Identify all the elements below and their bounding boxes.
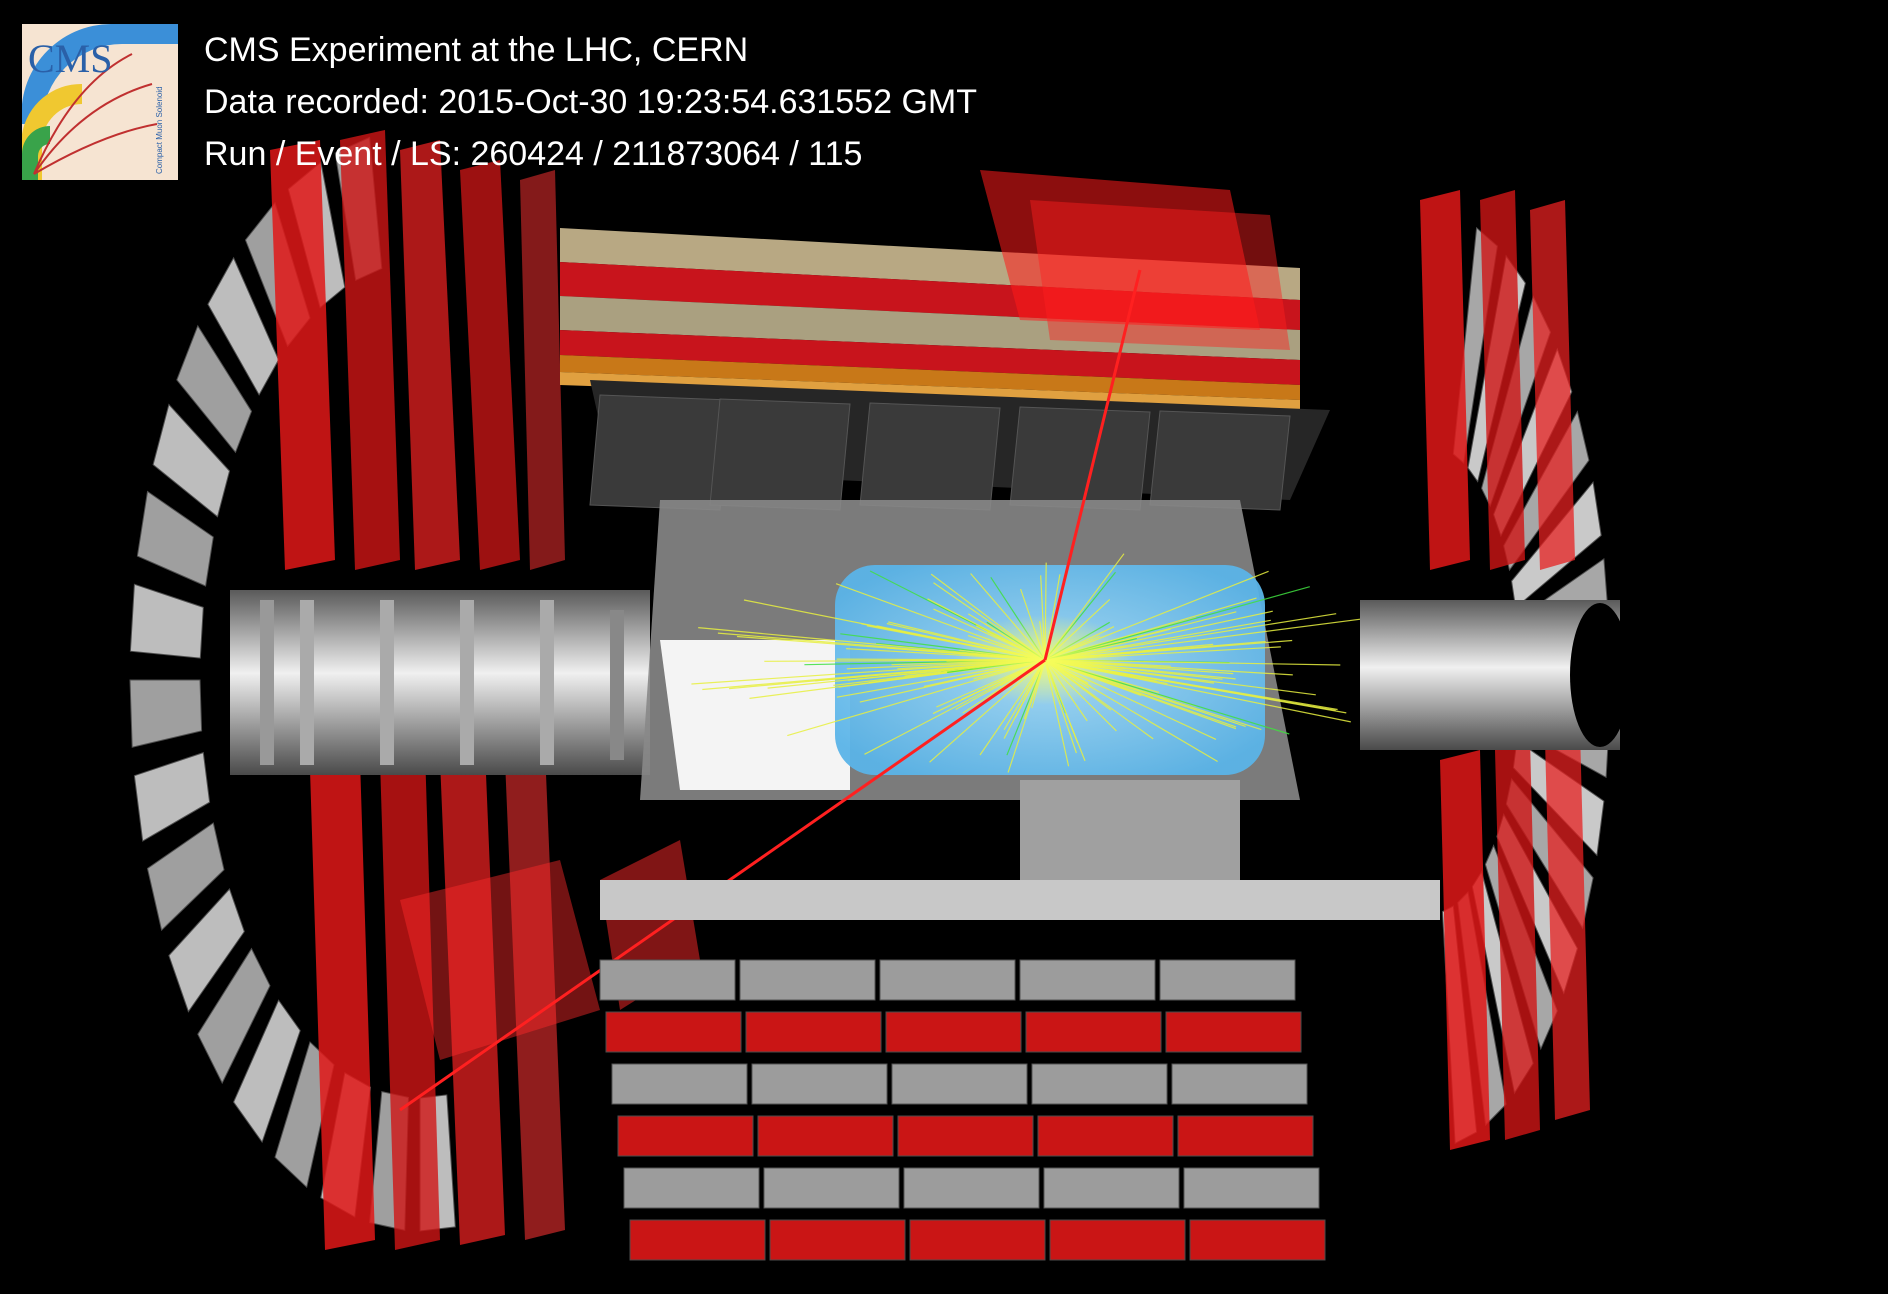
- yoke-layer: [1171, 1063, 1308, 1105]
- top-calorimeter-panels: [589, 394, 1291, 511]
- yoke-fin: [207, 256, 280, 396]
- yoke-fin: [133, 751, 211, 842]
- muon-layer: [757, 1115, 894, 1157]
- barrel-top: [560, 170, 1330, 511]
- yoke-layer: [891, 1063, 1028, 1105]
- yoke-fin: [152, 403, 231, 518]
- muon-layer: [1025, 1011, 1162, 1053]
- muon-layer: [1049, 1219, 1186, 1261]
- muon-layer: [1177, 1115, 1314, 1157]
- yoke-layer: [1159, 959, 1296, 1001]
- data-recorded-timestamp: Data recorded: 2015-Oct-30 19:23:54.6315…: [204, 83, 978, 121]
- right-endcap: [1360, 190, 1630, 1150]
- left-beam-pipe: [230, 590, 650, 775]
- experiment-title: CMS Experiment at the LHC, CERN: [204, 31, 749, 69]
- calorimeter-panel: [1149, 410, 1291, 511]
- muon-layer: [1165, 1011, 1302, 1053]
- yoke-fin: [129, 583, 204, 659]
- barrel-bottom: [599, 880, 1440, 1261]
- yoke-layer: [1031, 1063, 1168, 1105]
- muon-layer: [617, 1115, 754, 1157]
- yoke-layer: [623, 1167, 760, 1209]
- yoke-fin: [197, 947, 271, 1085]
- yoke-fin: [176, 324, 253, 454]
- muon-layer: [897, 1115, 1034, 1157]
- muon-layer: [629, 1219, 766, 1261]
- yoke-fin: [129, 679, 203, 748]
- yoke-fin: [136, 490, 214, 587]
- muon-track-upper: [1043, 269, 1142, 661]
- logo-text: CMS: [28, 36, 113, 81]
- yoke-layer: [903, 1167, 1040, 1209]
- calorimeter-panel: [859, 402, 1001, 511]
- barrel-bottom-muon-layers: [599, 959, 1326, 1261]
- yoke-layer: [879, 959, 1016, 1001]
- cms-logo: CMS Compact Muon Solenoid: [22, 24, 178, 180]
- yoke-layer: [611, 1063, 748, 1105]
- yoke-layer: [1043, 1167, 1180, 1209]
- muon-layer: [1037, 1115, 1174, 1157]
- muon-layer: [885, 1011, 1022, 1053]
- run-event-ls: Run / Event / LS: 260424 / 211873064 / 1…: [204, 135, 863, 173]
- yoke-fin: [233, 999, 301, 1144]
- yoke-fin: [146, 822, 225, 932]
- muon-layer: [909, 1219, 1046, 1261]
- muon-layer: [745, 1011, 882, 1053]
- right-beam-pipe: [1360, 600, 1630, 750]
- muon-layer: [605, 1011, 742, 1053]
- yoke-fin: [168, 888, 245, 1013]
- calorimeter-panel: [1009, 406, 1151, 511]
- yoke-layer: [1183, 1167, 1320, 1209]
- left-endcap: [129, 130, 700, 1250]
- top-muon-hits: [980, 170, 1260, 330]
- muon-layer: [1189, 1219, 1326, 1261]
- calorimeter-panel: [589, 394, 731, 511]
- yoke-layer: [751, 1063, 888, 1105]
- yoke-layer: [763, 1167, 900, 1209]
- calorimeter-panel: [709, 398, 851, 511]
- yoke-layer: [739, 959, 876, 1001]
- left-endcap-muon-chambers: [270, 130, 700, 1250]
- yoke-layer: [1019, 959, 1156, 1001]
- muon-layer: [769, 1219, 906, 1261]
- right-endcap-muon-chambers: [1420, 190, 1590, 1150]
- logo-subtext: Compact Muon Solenoid: [155, 86, 164, 174]
- yoke-layer: [599, 959, 736, 1001]
